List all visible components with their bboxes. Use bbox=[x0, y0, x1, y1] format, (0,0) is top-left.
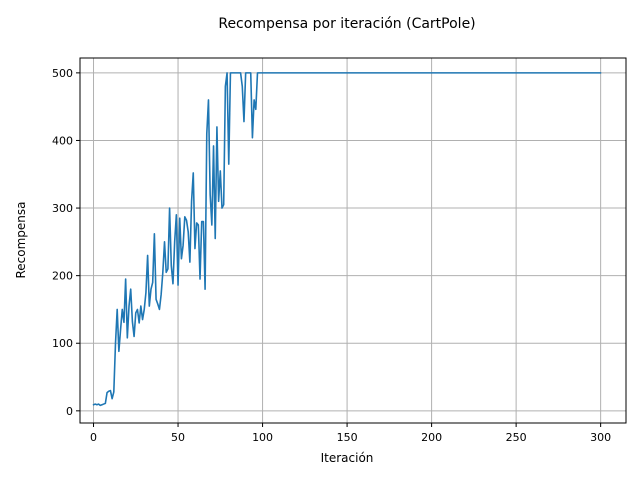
series-line bbox=[92, 72, 602, 407]
y-axis-label: Recompensa bbox=[14, 201, 28, 278]
y-tick-label: 400 bbox=[52, 134, 73, 147]
y-tick-label: 0 bbox=[66, 405, 73, 418]
y-tick-label: 100 bbox=[52, 337, 73, 350]
tick-layer: 0 50 100 150 200 250 300 0 100 200 300 400 500 bbox=[52, 67, 611, 444]
y-tick-label: 200 bbox=[52, 270, 73, 283]
y-tick-label: 300 bbox=[52, 202, 73, 215]
x-tick-label: 300 bbox=[590, 431, 611, 444]
plot-frame bbox=[79, 57, 627, 424]
x-axis-label: Iteración bbox=[321, 451, 374, 465]
grid-layer bbox=[80, 58, 626, 423]
x-tick-label: 250 bbox=[506, 431, 527, 444]
x-tick-label: 0 bbox=[90, 431, 97, 444]
chart-title: Recompensa por iteración (CartPole) bbox=[218, 16, 475, 32]
series-layer bbox=[92, 72, 602, 407]
y-tick-label: 500 bbox=[52, 67, 73, 80]
x-tick-label: 150 bbox=[337, 431, 358, 444]
x-tick-label: 50 bbox=[171, 431, 185, 444]
x-tick-label: 100 bbox=[252, 431, 273, 444]
x-tick-label: 200 bbox=[421, 431, 442, 444]
